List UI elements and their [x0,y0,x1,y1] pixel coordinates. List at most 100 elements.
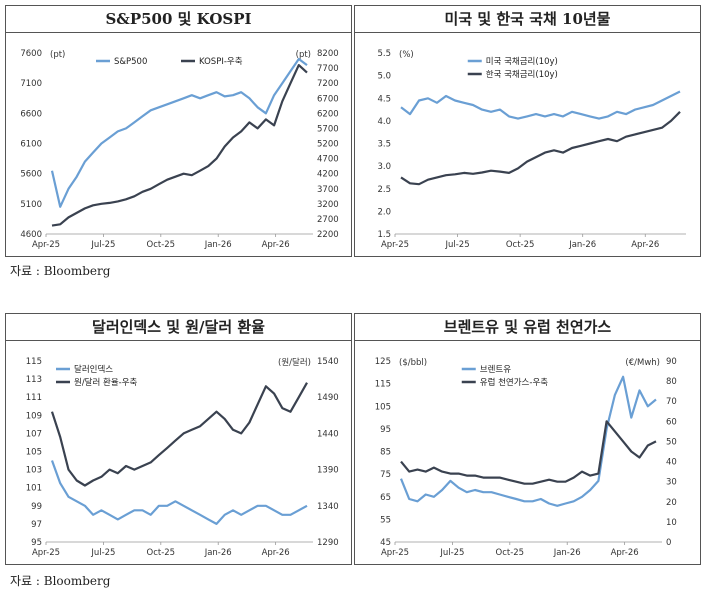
y-tick-right: 4700 [317,155,339,165]
y-tick-left: 85 [380,448,391,458]
x-tick-label: Jan-26 [204,548,232,558]
y-tick-right: 1390 [317,466,339,476]
y-tick-right: 50 [666,437,677,447]
y-tick-left: 95 [31,538,42,548]
x-tick-label: Jul-25 [439,548,464,558]
left-unit-label: (%) [399,50,414,60]
y-tick-left: 5600 [20,170,42,180]
y-tick-left: 115 [375,380,391,390]
series-line [50,57,308,208]
source-note-top: 자료 : Bloomberg [10,264,111,278]
x-tick-label: Apr-26 [262,240,290,250]
x-tick-label: Jan-26 [568,240,596,250]
series-line [400,111,681,186]
y-tick-right: 1340 [317,502,339,512]
y-tick-right: 1540 [317,357,339,367]
y-tick-left: 7100 [20,79,42,89]
y-tick-left: 115 [26,357,42,367]
series-line [50,382,308,487]
chart-us-kr-10y: 1.5 2.0 2.5 3.0 3.5 4.0 4.5 5.0 5.5 (%) Apr-25 Jul-… [377,49,686,250]
chart-dxy-krw: 95 97 99 101 103 105 107 109 111 113 115 1290 1340 13… [26,357,339,558]
y-tick-right: 3700 [317,185,339,195]
y-tick-right: 7200 [317,79,339,89]
source-note-bottom: 자료 : Bloomberg [10,574,111,588]
series-line [400,420,657,485]
x-tick-label: Oct-25 [147,240,176,250]
y-tick-left: 103 [26,466,42,476]
y-tick-left: 111 [26,393,42,403]
chart-brent-ttf: 45 55 65 75 85 95 105 115 125 0 10 20 30 40 50 60 70 80 90… [375,357,677,558]
panel-spx-kospi: S&P500 및 KOSPI 4600 5100 5600 6100 6600 7100 7… [5,5,352,257]
y-tick-right: 10 [666,518,677,528]
y-tick-right: 60 [666,417,677,427]
y-tick-right: 2200 [317,230,339,240]
series-line [50,460,308,525]
y-tick-right: 6200 [317,109,339,119]
legend-label: 원/달러 환율-우축 [74,377,138,388]
y-tick-left: 5.5 [377,49,391,59]
y-tick-left: 107 [26,429,42,439]
chart-title: 달러인덱스 및 원/달러 환율 [6,314,351,341]
x-tick-label: Oct-25 [496,548,525,558]
y-tick-left: 3.5 [377,140,391,150]
y-tick-left: 1.5 [377,230,391,240]
y-tick-left: 5100 [20,200,42,210]
x-tick-label: Apr-26 [611,548,639,558]
x-tick-label: Jul-25 [90,548,115,558]
chart-title: 브렌트유 및 유럽 천연가스 [355,314,700,341]
y-tick-right: 5200 [317,140,339,150]
y-tick-right: 4200 [317,170,339,180]
y-tick-right: 1490 [317,393,339,403]
series-line [51,63,308,227]
right-unit-label: (€/Mwh) [625,358,660,368]
y-tick-right: 3200 [317,200,339,210]
y-tick-right: 5700 [317,124,339,134]
y-tick-right: 30 [666,478,677,488]
y-tick-left: 109 [26,411,42,421]
series-line [400,90,681,120]
y-tick-left: 3.0 [377,162,391,172]
panel-us-kr-10y: 미국 및 한국 국채 10년물 1.5 2.0 2.5 3.0 3.5 4.0 4.5 5.0… [354,5,701,257]
x-tick-label: Jul-25 [90,240,115,250]
y-tick-left: 4.5 [377,94,391,104]
y-tick-right: 8200 [317,49,339,59]
x-tick-label: Apr-25 [32,240,60,250]
y-tick-right: 70 [666,397,677,407]
right-unit-label: (원/달러) [278,357,311,368]
y-tick-left: 45 [380,538,391,548]
y-tick-left: 5.0 [377,72,391,82]
y-tick-left: 105 [26,448,42,458]
y-tick-right: 1440 [317,429,339,439]
legend-label: 브렌트유 [480,364,511,375]
y-tick-right: 2700 [317,215,339,225]
chart-spx-kospi: 4600 5100 5600 6100 6600 7100 7600 2200 2700 3200… [20,49,339,250]
y-tick-right: 20 [666,498,677,508]
y-tick-left: 7600 [20,49,42,59]
x-tick-label: Apr-26 [631,240,659,250]
y-tick-left: 65 [380,493,391,503]
series-line [399,375,657,507]
y-tick-left: 101 [26,484,42,494]
y-tick-right: 40 [666,458,677,468]
y-tick-left: 125 [375,357,391,367]
x-tick-label: Apr-26 [262,548,290,558]
y-tick-left: 6100 [20,140,42,150]
x-tick-label: Jan-26 [204,240,232,250]
y-tick-left: 55 [380,515,391,525]
y-tick-left: 113 [26,375,42,385]
y-tick-right: 0 [666,538,671,548]
legend-label: S&P500 [114,57,147,67]
x-tick-label: Apr-25 [381,548,409,558]
x-tick-label: Oct-25 [506,240,535,250]
chart-title: 미국 및 한국 국채 10년물 [355,6,700,33]
legend-label: KOSPI-우축 [199,57,243,67]
y-tick-left: 95 [380,425,391,435]
y-tick-left: 4600 [20,230,42,240]
right-unit-label: (pt) [296,50,311,60]
y-tick-right: 1290 [317,538,339,548]
y-tick-right: 7700 [317,64,339,74]
x-tick-label: Apr-25 [32,548,60,558]
panel-dxy-krw: 달러인덱스 및 원/달러 환율 95 97 99 101 103 105 107 109 111… [5,313,352,565]
panel-brent-ttf: 브렌트유 및 유럽 천연가스 45 55 65 75 85 95 105 115 125 0 10 2… [354,313,701,565]
left-unit-label: (pt) [50,50,65,60]
